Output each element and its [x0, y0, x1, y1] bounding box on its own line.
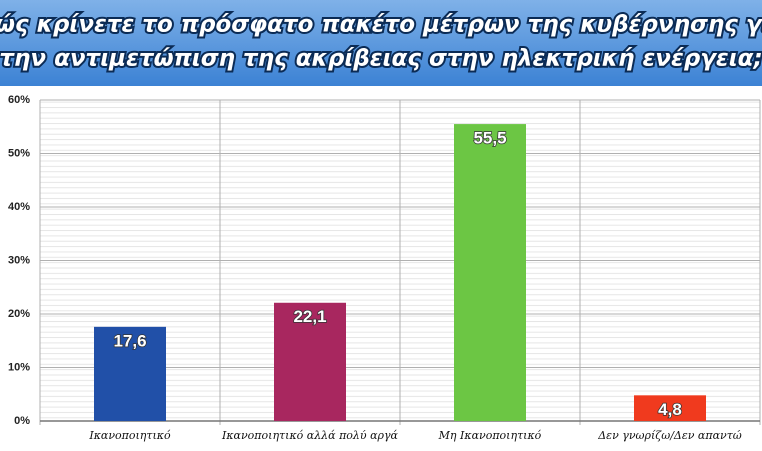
value-label: 22,1 [293, 307, 326, 326]
y-tick-label: 30% [8, 254, 30, 266]
plot: 0% 10% 20% 30% 40% 50% 60% Ικανοποιητικό 17,6 Ικα… [8, 94, 761, 442]
title-banner [0, 0, 762, 86]
chart-title: την αντιμετώπιση της ακρίβειας στην ηλεκ… [0, 46, 762, 72]
y-tick-label: 50% [8, 147, 30, 159]
y-tick-label: 10% [8, 361, 30, 373]
x-tick-label: Ικανοποιητικό [88, 429, 171, 442]
y-tick-label: 0% [14, 415, 30, 427]
bar [94, 326, 166, 421]
chart-title: Πώς κρίνετε το πρόσφατο πακέτο μέτρων τη… [0, 12, 762, 38]
x-tick-label: Ικανοποιητικό αλλά πολύ αργά [221, 429, 399, 442]
value-label: 4,8 [658, 400, 682, 419]
y-tick-label: 40% [8, 201, 30, 213]
y-tick-label: 20% [8, 308, 30, 320]
x-tick-label: Μη Ικανοποιητικό [438, 429, 542, 442]
y-tick-label: 60% [8, 94, 30, 106]
x-tick-label: Δεν γνωρίζω/Δεν απαντώ [597, 429, 742, 442]
bar [634, 395, 706, 421]
value-label: 55,5 [473, 129, 506, 148]
bar [274, 302, 346, 421]
value-label: 17,6 [113, 331, 146, 350]
bar [454, 124, 526, 421]
